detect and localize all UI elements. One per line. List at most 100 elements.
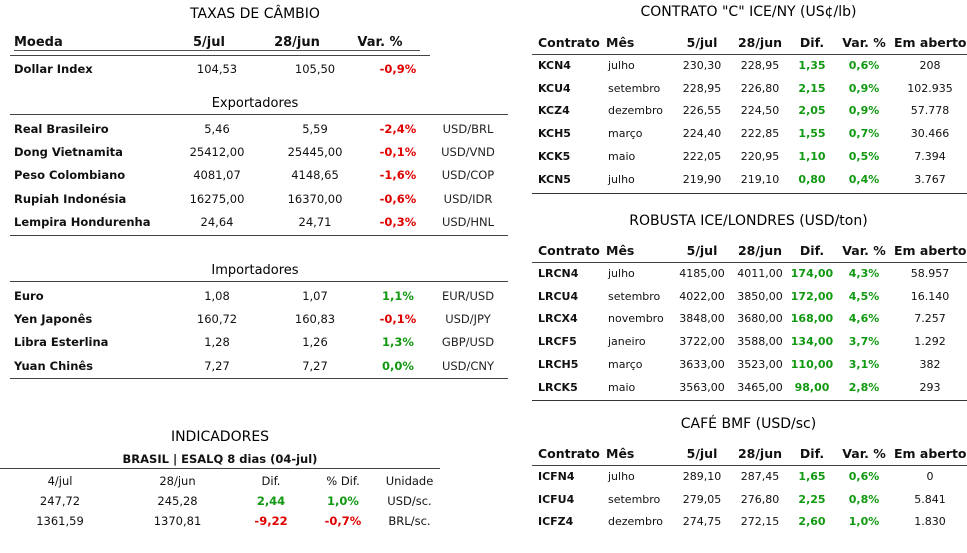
column-header: Em aberto (894, 242, 966, 258)
open-interest: 7.257 (914, 312, 946, 326)
contract-month: maio (608, 380, 636, 394)
contract-month: julho (608, 58, 635, 72)
currency-pair: EUR/USD (441, 288, 495, 303)
value-5jul: 160,72 (196, 312, 238, 327)
difference: 1,55 (798, 127, 826, 141)
exportadores-label: Exportadores (211, 96, 299, 111)
value-28jun: 219,10 (740, 172, 780, 186)
table-row: KCK5 maio 222,05 220,95 1,10 0,5% 7.394 (534, 145, 966, 168)
table-row: KCH5 março 224,40 222,85 1,55 0,7% 30.466 (534, 122, 966, 145)
difference: -9,22 (254, 514, 288, 528)
contract-month: setembro (608, 492, 661, 506)
variation: -2,4% (379, 121, 417, 136)
table-row: KCN5 julho 219,90 219,10 0,80 0,4% 3.767 (534, 168, 966, 191)
variation: 0,7% (848, 127, 880, 141)
value-5jul: 274,75 (682, 515, 722, 529)
contract-code: ICFZ4 (538, 515, 574, 529)
value-5jul: 3848,00 (679, 312, 725, 326)
indicadores-subtitle: BRASIL | ESALQ 8 dias (04-jul) (122, 452, 318, 466)
variation: 0,9% (848, 104, 880, 118)
contract-month: novembro (608, 312, 664, 326)
value-5jul: 3722,00 (679, 335, 725, 349)
table-row: LRCX4 novembro 3848,00 3680,00 168,00 4,6% 7.2… (534, 308, 966, 331)
difference: 2,05 (798, 104, 826, 118)
open-interest: 7.394 (914, 150, 946, 164)
value-5jul: 3633,00 (679, 358, 725, 372)
currency-name: Libra Esterlina (14, 335, 109, 350)
difference: 1,10 (798, 150, 826, 164)
value-5jul: 4022,00 (679, 289, 725, 303)
value-5jul: 4081,07 (193, 168, 241, 183)
value-28jun: 3523,00 (737, 358, 783, 372)
table-row: Rupiah Indonésia 16275,00 16370,00 -0,6% USD… (12, 187, 498, 210)
contract-month: setembro (608, 81, 661, 95)
contract-month: dezembro (608, 104, 663, 118)
column-header: Var. % (842, 445, 886, 461)
difference: 2,25 (798, 492, 826, 506)
variation: 1,1% (382, 288, 414, 303)
currency-name: Dollar Index (14, 61, 93, 76)
col-5jul: 5/jul (193, 35, 225, 50)
value-28jun: 3465,00 (737, 380, 783, 394)
value-5jul: 7,27 (204, 358, 230, 373)
difference: 2,15 (798, 81, 826, 95)
value-5jul: 1,08 (204, 288, 230, 303)
table-row: LRCU4 setembro 4022,00 3850,00 172,00 4,5% 16.… (534, 285, 966, 308)
ny-title: CONTRATO "C" ICE/NY (US¢/lb) (640, 4, 857, 20)
contract-code: ICFU4 (538, 492, 575, 506)
bmf-table: Contrato Mês 5/jul 28/jun Dif. Var. % Em abert… (534, 441, 966, 533)
variation: -0,1% (379, 312, 417, 327)
column-header: Em aberto (894, 445, 966, 461)
value-28jun: 224,50 (740, 104, 780, 118)
currency-pair: USD/COP (441, 168, 495, 183)
column-header: 5/jul (686, 242, 718, 258)
value-5jul: 289,10 (682, 469, 722, 483)
variation: 4,5% (848, 289, 880, 303)
table-row: Yuan Chinês 7,27 7,27 0,0% USD/CNY (12, 354, 498, 377)
currency-name: Rupiah Indonésia (14, 191, 127, 206)
contract-code: LRCK5 (538, 380, 578, 394)
value-28jun: 3588,00 (737, 335, 783, 349)
value-5jul: 230,30 (682, 58, 722, 72)
table-row: Dong Vietnamita 25412,00 25445,00 -0,1% USD/… (12, 140, 498, 163)
value-28jun: 226,80 (740, 81, 780, 95)
currency-name: Dong Vietnamita (14, 145, 123, 160)
value-5jul: 228,95 (682, 81, 722, 95)
ny-table: Contrato Mês 5/jul 28/jun Dif. Var. % Em abert… (534, 30, 966, 191)
col-moeda: Moeda (14, 35, 63, 50)
value-28jun: 1370,81 (153, 514, 202, 528)
column-header: 28/jun (737, 242, 783, 258)
currency-pair: USD/IDR (443, 191, 493, 206)
currency-name: Peso Colombiano (14, 168, 126, 183)
column-header: Mês (606, 445, 635, 461)
currency-pair: USD/JPY (445, 312, 491, 327)
value-5jul: 224,40 (682, 127, 722, 141)
column-header: 5/jul (686, 445, 718, 461)
column-header: Dif. (799, 445, 825, 461)
table-row: 1361,59 1370,81 -9,22 -0,7% BRL/sc. (0, 511, 440, 531)
variation: 0,6% (848, 58, 880, 72)
value-28jun: 272,15 (740, 515, 780, 529)
indicadores-title: INDICADORES (170, 429, 270, 445)
open-interest: 102.935 (907, 81, 953, 95)
percent-difference: 1,0% (327, 494, 359, 508)
value-28jun: 222,85 (740, 127, 780, 141)
value-5jul: 4185,00 (679, 266, 725, 280)
value-5jul: 16275,00 (189, 191, 245, 206)
currency-pair: USD/VND (441, 145, 495, 160)
open-interest: 1.830 (914, 515, 946, 529)
ny-header: Contrato Mês 5/jul 28/jun Dif. Var. % Em abert… (534, 30, 966, 54)
table-row: LRCH5 março 3633,00 3523,00 110,00 3,1% 382 (534, 353, 966, 376)
column-header: Dif. (799, 34, 825, 50)
open-interest: 30.466 (910, 127, 950, 141)
variation: 1,0% (848, 515, 880, 529)
column-header: Var. % (842, 34, 886, 50)
value-5jul: 279,05 (682, 492, 722, 506)
contract-code: KCU4 (538, 81, 571, 95)
contract-month: julho (608, 469, 635, 483)
contract-code: KCK5 (538, 150, 571, 164)
contract-code: KCH5 (538, 127, 571, 141)
value-5jul: 226,55 (682, 104, 722, 118)
taxas-header: Moeda 5/jul 28/jun Var. % (14, 35, 420, 51)
robusta-table: Contrato Mês 5/jul 28/jun Dif. Var. % Em abert… (534, 238, 966, 399)
